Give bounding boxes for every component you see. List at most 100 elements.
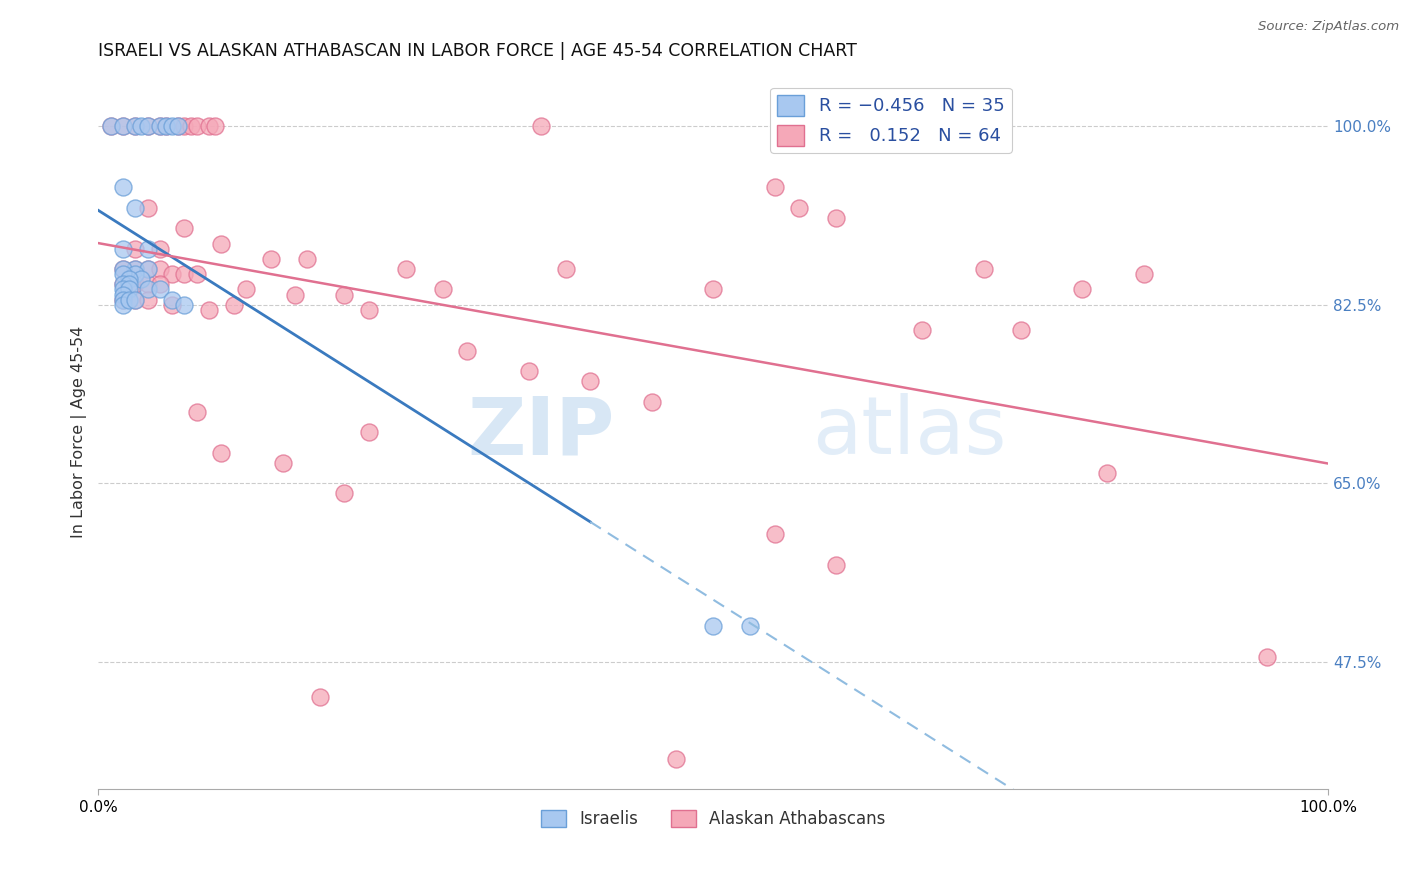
Point (308, 690, 330, 705)
Point (124, 119, 146, 133)
Point (209, 445, 232, 459)
Point (149, 262, 172, 277)
Point (665, 751, 688, 765)
Point (124, 201, 146, 215)
Point (284, 287, 307, 301)
Point (167, 119, 190, 133)
Point (222, 298, 245, 312)
Point (124, 277, 146, 292)
Point (136, 293, 159, 307)
Point (271, 456, 294, 470)
Point (111, 277, 134, 292)
Point (357, 302, 380, 317)
Point (111, 293, 134, 307)
Point (155, 119, 177, 133)
Point (149, 119, 172, 133)
Point (1256, 649, 1278, 664)
Point (763, 527, 786, 541)
Point (641, 394, 664, 409)
Point (702, 619, 724, 633)
Point (1010, 323, 1032, 337)
Point (517, 364, 540, 378)
Point (131, 272, 153, 286)
Point (118, 272, 141, 286)
Point (789, 201, 811, 215)
Point (530, 119, 553, 133)
Point (333, 486, 356, 500)
Point (136, 277, 159, 292)
Point (173, 221, 195, 235)
Point (149, 282, 172, 296)
Point (131, 119, 153, 133)
Point (124, 262, 146, 277)
Point (186, 119, 208, 133)
Point (1132, 267, 1154, 281)
Point (111, 262, 134, 277)
Point (111, 180, 134, 194)
Point (111, 262, 134, 277)
Point (111, 119, 134, 133)
Point (173, 119, 195, 133)
Point (160, 267, 183, 281)
Point (1095, 466, 1118, 480)
Point (100, 119, 122, 133)
Point (136, 201, 159, 215)
Point (118, 293, 141, 307)
Point (111, 277, 134, 292)
Point (333, 287, 356, 301)
Point (111, 119, 134, 133)
Point (180, 119, 202, 133)
Point (149, 119, 172, 133)
Point (124, 293, 146, 307)
Point (111, 267, 134, 281)
Point (100, 119, 122, 133)
Point (173, 267, 195, 281)
Point (111, 287, 134, 301)
Point (911, 323, 934, 337)
Point (124, 293, 146, 307)
Point (825, 558, 848, 572)
Text: ZIP: ZIP (468, 393, 614, 471)
Text: atlas: atlas (811, 393, 1007, 471)
Point (149, 277, 172, 292)
Point (186, 405, 208, 419)
Point (124, 119, 146, 133)
Point (198, 119, 221, 133)
Point (167, 119, 190, 133)
Point (204, 119, 226, 133)
Y-axis label: In Labor Force | Age 45-54: In Labor Force | Age 45-54 (72, 326, 87, 539)
Point (111, 282, 134, 296)
Point (111, 293, 134, 307)
Point (136, 282, 159, 296)
Point (579, 374, 602, 388)
Point (136, 262, 159, 277)
Text: Source: ZipAtlas.com: Source: ZipAtlas.com (1258, 20, 1399, 33)
Point (1071, 282, 1094, 296)
Point (124, 242, 146, 256)
Point (160, 119, 183, 133)
Point (825, 211, 848, 225)
Point (702, 282, 724, 296)
Point (136, 119, 159, 133)
Point (259, 252, 281, 266)
Point (160, 293, 183, 307)
Point (160, 298, 183, 312)
Point (763, 180, 786, 194)
Point (456, 343, 478, 358)
Point (136, 262, 159, 277)
Point (198, 302, 221, 317)
Point (297, 252, 319, 266)
Point (554, 262, 576, 277)
Point (136, 119, 159, 133)
Point (136, 242, 159, 256)
Point (973, 262, 995, 277)
Point (111, 298, 134, 312)
Point (186, 267, 208, 281)
Point (740, 619, 762, 633)
Point (124, 262, 146, 277)
Point (357, 425, 380, 440)
Point (118, 282, 141, 296)
Point (432, 282, 454, 296)
Point (173, 298, 195, 312)
Point (124, 267, 146, 281)
